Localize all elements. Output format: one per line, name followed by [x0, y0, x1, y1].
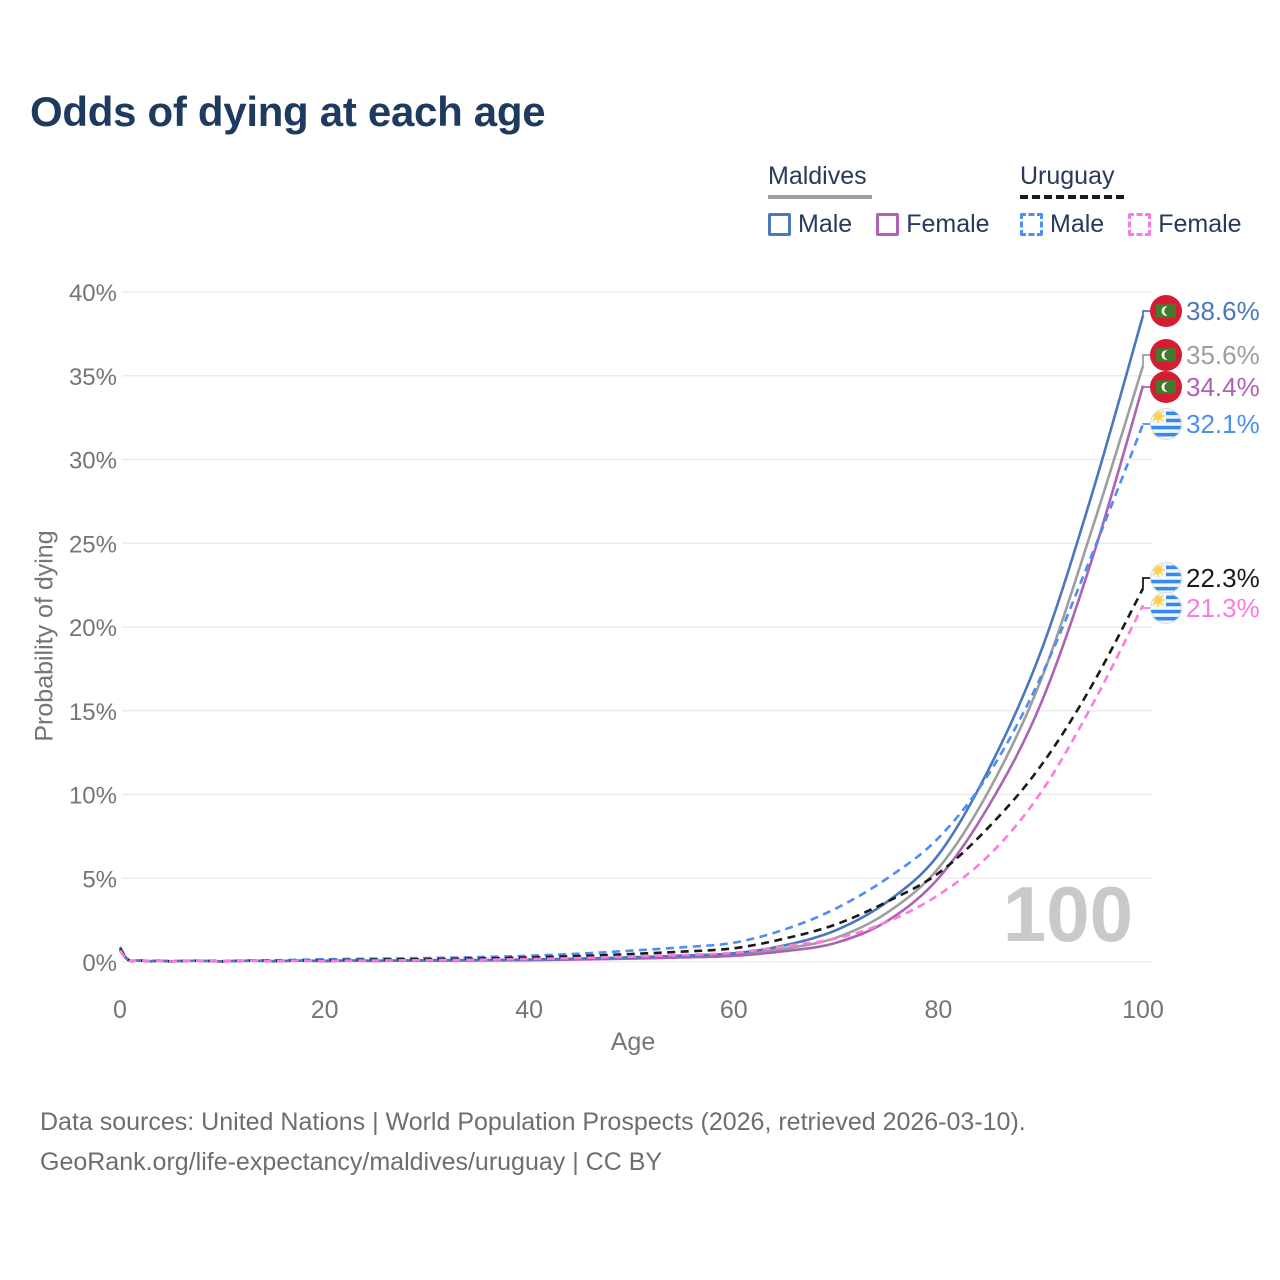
y-tick-label-35: 35% [69, 364, 117, 391]
end-connector-maldives-female [1142, 385, 1151, 388]
x-axis-title: Age [610, 1028, 656, 1056]
footer-source-line: Data sources: United Nations | World Pop… [40, 1108, 1026, 1136]
maldives-flag-icon [1150, 339, 1182, 371]
end-label-maldives-total: 35.6% [1186, 340, 1260, 370]
y-tick-label-25: 25% [69, 531, 117, 558]
legend-group-uruguay: Uruguay Male Female [1020, 162, 1242, 239]
y-tick-label-5: 5% [82, 866, 117, 893]
legend-item-uruguay-female[interactable]: Female [1128, 210, 1242, 239]
end-label-uruguay-total: 22.3% [1186, 563, 1260, 593]
legend-item-maldives-male[interactable]: Male [768, 210, 852, 239]
legend-label-uruguay-male: Male [1050, 210, 1105, 238]
uruguay-flag-icon [1150, 408, 1182, 440]
series-line-uruguay-male [118, 423, 1145, 963]
legend-underline-uruguay [1020, 195, 1124, 199]
legend-item-uruguay-male[interactable]: Male [1020, 210, 1104, 239]
x-tick-label-60: 60 [720, 996, 748, 1024]
uruguay-male-swatch-icon [1020, 213, 1043, 236]
end-label-uruguay-female: 21.3% [1186, 593, 1260, 623]
y-axis-title: Probability of dying [30, 530, 59, 742]
y-tick-label-40: 40% [69, 280, 117, 307]
end-label-uruguay-male: 32.1% [1186, 409, 1260, 439]
y-tick-label-10: 10% [69, 783, 117, 810]
y-tick-label-20: 20% [69, 615, 117, 642]
end-connector-maldives-total [1142, 354, 1151, 366]
legend-label-uruguay-female: Female [1158, 210, 1242, 238]
series-line-maldives-female [118, 385, 1145, 963]
y-tick-label-0: 0% [82, 950, 117, 977]
end-label-maldives-male: 38.6% [1186, 296, 1260, 326]
series-line-maldives-total [118, 365, 1145, 963]
legend-item-maldives-female[interactable]: Female [876, 210, 990, 239]
legend-country-maldives: Maldives [768, 162, 867, 190]
x-tick-label-40: 40 [515, 996, 543, 1024]
maldives-flag-icon [1150, 295, 1182, 327]
legend-row-maldives: Male Female [768, 210, 990, 239]
uruguay-flag-icon [1150, 562, 1182, 594]
end-connector-uruguay-female [1142, 605, 1151, 609]
maldives-female-swatch-icon [876, 213, 900, 236]
legend-label-maldives-female: Female [906, 210, 990, 238]
y-tick-label-30: 30% [69, 448, 117, 475]
age-watermark: 100 [1003, 870, 1133, 958]
x-tick-label-80: 80 [924, 996, 952, 1024]
series-line-maldives-male [118, 315, 1145, 963]
legend-row-uruguay: Male Female [1020, 210, 1242, 239]
legend-label-maldives-male: Male [798, 210, 853, 238]
end-label-maldives-female: 34.4% [1186, 372, 1260, 402]
end-connector-uruguay-total [1142, 577, 1151, 589]
y-tick-label-15: 15% [69, 699, 117, 726]
footer-credit-line: GeoRank.org/life-expectancy/maldives/uru… [40, 1148, 663, 1176]
legend-country-uruguay: Uruguay [1020, 162, 1115, 190]
x-tick-label-100: 100 [1122, 996, 1164, 1024]
page-title: Odds of dying at each age [30, 88, 546, 135]
x-tick-label-20: 20 [311, 996, 339, 1024]
uruguay-flag-icon [1150, 592, 1182, 624]
series-line-uruguay-female [118, 604, 1145, 963]
legend-underline-maldives [768, 195, 872, 199]
maldives-male-swatch-icon [768, 213, 791, 236]
end-connector-maldives-male [1142, 310, 1151, 316]
maldives-flag-icon [1150, 371, 1182, 403]
legend-group-maldives: Maldives Male Female [768, 162, 990, 239]
x-tick-label-0: 0 [113, 996, 127, 1024]
uruguay-female-swatch-icon [1128, 213, 1152, 236]
